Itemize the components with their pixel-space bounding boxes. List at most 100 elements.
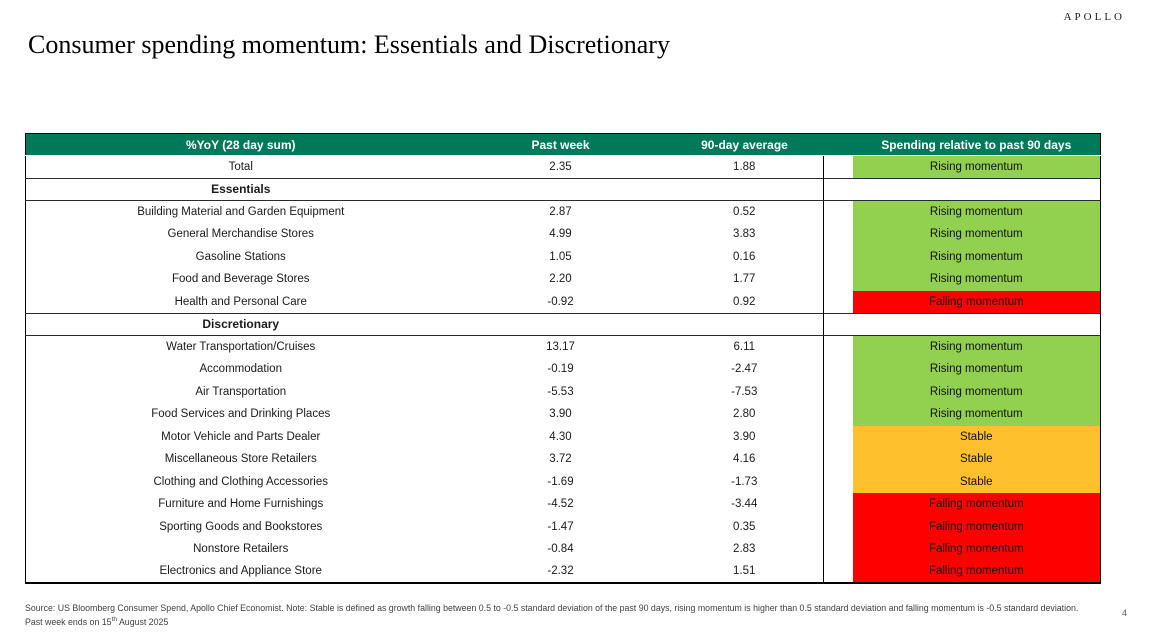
- spacer-cell: [823, 155, 853, 178]
- category-cell: Clothing and Clothing Accessories: [153, 475, 329, 488]
- section-row: Essentials: [25, 177, 1101, 201]
- past-week-cell: -1.69: [547, 475, 574, 488]
- table-row: Health and Personal Care -0.92 0.92 Falling…: [26, 290, 1101, 313]
- spacer-cell: [823, 470, 853, 493]
- table-header-row: %YoY (28 day sum) Past week 90-day avera…: [25, 133, 1101, 156]
- spacer-cell: [823, 268, 853, 291]
- past-week-cell: 4.30: [549, 430, 572, 443]
- category-cell: Motor Vehicle and Parts Dealer: [161, 430, 321, 443]
- col-header-status: Spending relative to past 90 days: [852, 133, 1101, 156]
- section-label: Essentials: [25, 177, 456, 201]
- past-week-cell: -4.52: [547, 498, 574, 511]
- apollo-logo: APOLLO: [1063, 11, 1125, 23]
- avg-90day-cell: 1.51: [733, 565, 756, 578]
- spacer-cell: [823, 358, 853, 381]
- past-week-cell: 2.20: [549, 273, 572, 286]
- section-row: Discretionary: [25, 312, 1101, 336]
- col-header-category: %YoY (28 day sum): [25, 133, 456, 156]
- status-cell: Rising momentum: [852, 335, 1101, 358]
- spacer-cell: [823, 515, 853, 538]
- avg-90day-cell: 3.90: [733, 430, 756, 443]
- avg-90day-cell: 0.92: [733, 295, 756, 308]
- status-cell: Rising momentum: [852, 403, 1101, 426]
- status-cell: Falling momentum: [852, 493, 1101, 516]
- spacer-cell: [823, 177, 853, 201]
- past-week-cell: -0.92: [547, 295, 574, 308]
- avg-90day-cell: 4.16: [733, 453, 756, 466]
- past-week-cell: 1.05: [549, 250, 572, 263]
- spending-momentum-table: %YoY (28 day sum) Past week 90-day avera…: [25, 133, 1101, 584]
- past-week-cell: 13.17: [546, 341, 575, 353]
- status-cell: Rising momentum: [852, 245, 1101, 268]
- avg-90day-cell: 1.88: [733, 160, 756, 173]
- table-row: Miscellaneous Store Retailers 3.72 4.16 Sta…: [26, 448, 1101, 471]
- empty-cell: [455, 177, 666, 201]
- category-cell: Health and Personal Care: [174, 295, 307, 308]
- page-title: Consumer spending momentum: Essentials a…: [28, 30, 670, 59]
- table-row: Gasoline Stations 1.05 0.16 Rising momentum: [26, 245, 1101, 268]
- col-header-90day-avg: 90-day average: [665, 133, 824, 156]
- footnote-superscript: th: [111, 616, 117, 624]
- avg-90day-cell: 3.83: [733, 228, 756, 241]
- table-row: Food and Beverage Stores 2.20 1.77 Rising m…: [26, 268, 1101, 291]
- table-row: Motor Vehicle and Parts Dealer 4.30 3.90 St…: [26, 425, 1101, 448]
- table-row: Air Transportation -5.53 -7.53 Rising momen…: [26, 380, 1101, 403]
- table-row: Furniture and Home Furnishings -4.52 -3.44…: [26, 493, 1101, 516]
- footnote-date: August 2025: [116, 617, 169, 628]
- spacer-cell: [823, 560, 853, 583]
- table-row: Electronics and Appliance Store -2.32 1.51…: [26, 560, 1101, 583]
- avg-90day-cell: 2.80: [733, 408, 756, 421]
- past-week-cell: -0.84: [547, 543, 574, 556]
- status-cell: Rising momentum: [852, 155, 1101, 178]
- category-cell: Water Transportation/Cruises: [166, 341, 316, 353]
- past-week-cell: -2.32: [547, 565, 574, 578]
- status-cell: Rising momentum: [852, 358, 1101, 381]
- past-week-cell: -0.19: [547, 363, 574, 376]
- spacer-cell: [823, 245, 853, 268]
- empty-cell: [852, 312, 1101, 336]
- avg-90day-cell: -2.47: [731, 363, 758, 376]
- category-cell: Air Transportation: [195, 385, 287, 398]
- col-header-spacer: [823, 133, 853, 156]
- past-week-cell: 3.72: [549, 453, 572, 466]
- table-row: Clothing and Clothing Accessories -1.69 -1…: [26, 470, 1101, 493]
- avg-90day-cell: 6.11: [733, 341, 756, 353]
- category-cell: Sporting Goods and Bookstores: [159, 520, 323, 533]
- past-week-cell: -1.47: [547, 520, 574, 533]
- empty-cell: [665, 177, 824, 201]
- table-row: Accommodation -0.19 -2.47 Rising momentum: [26, 358, 1101, 381]
- status-cell: Rising momentum: [852, 268, 1101, 291]
- status-cell: Falling momentum: [852, 538, 1101, 561]
- spacer-cell: [823, 200, 853, 223]
- category-cell: Electronics and Appliance Store: [159, 565, 322, 578]
- table-row: Sporting Goods and Bookstores -1.47 0.35 Fa…: [26, 515, 1101, 538]
- category-cell: Nonstore Retailers: [193, 543, 289, 556]
- category-cell: Total: [228, 160, 253, 173]
- status-cell: Stable: [852, 425, 1101, 448]
- spacer-cell: [823, 403, 853, 426]
- col-header-past-week: Past week: [455, 133, 666, 156]
- empty-cell: [665, 312, 824, 336]
- category-cell: Food and Beverage Stores: [172, 273, 310, 286]
- status-cell: Stable: [852, 448, 1101, 471]
- spacer-cell: [823, 312, 853, 336]
- spacer-cell: [823, 493, 853, 516]
- status-cell: Rising momentum: [852, 223, 1101, 246]
- table-row: Water Transportation/Cruises 13.17 6.11 Ris…: [26, 335, 1101, 358]
- footnote-text: Source: US Bloomberg Consumer Spend, Apo…: [25, 603, 1079, 628]
- avg-90day-cell: 0.35: [733, 520, 756, 533]
- past-week-cell: 2.35: [549, 160, 572, 173]
- past-week-cell: 3.90: [549, 408, 572, 421]
- spacer-cell: [823, 290, 853, 313]
- status-cell: Rising momentum: [852, 380, 1101, 403]
- status-cell: Falling momentum: [852, 290, 1101, 313]
- spacer-cell: [823, 448, 853, 471]
- avg-90day-cell: 1.77: [733, 273, 756, 286]
- avg-90day-cell: -7.53: [731, 385, 758, 398]
- table-row: Nonstore Retailers -0.84 2.83 Falling momen…: [26, 538, 1101, 561]
- status-cell: Falling momentum: [852, 560, 1101, 583]
- category-cell: Furniture and Home Furnishings: [158, 498, 324, 511]
- status-cell: Stable: [852, 470, 1101, 493]
- spacer-cell: [823, 425, 853, 448]
- past-week-cell: -5.53: [547, 385, 574, 398]
